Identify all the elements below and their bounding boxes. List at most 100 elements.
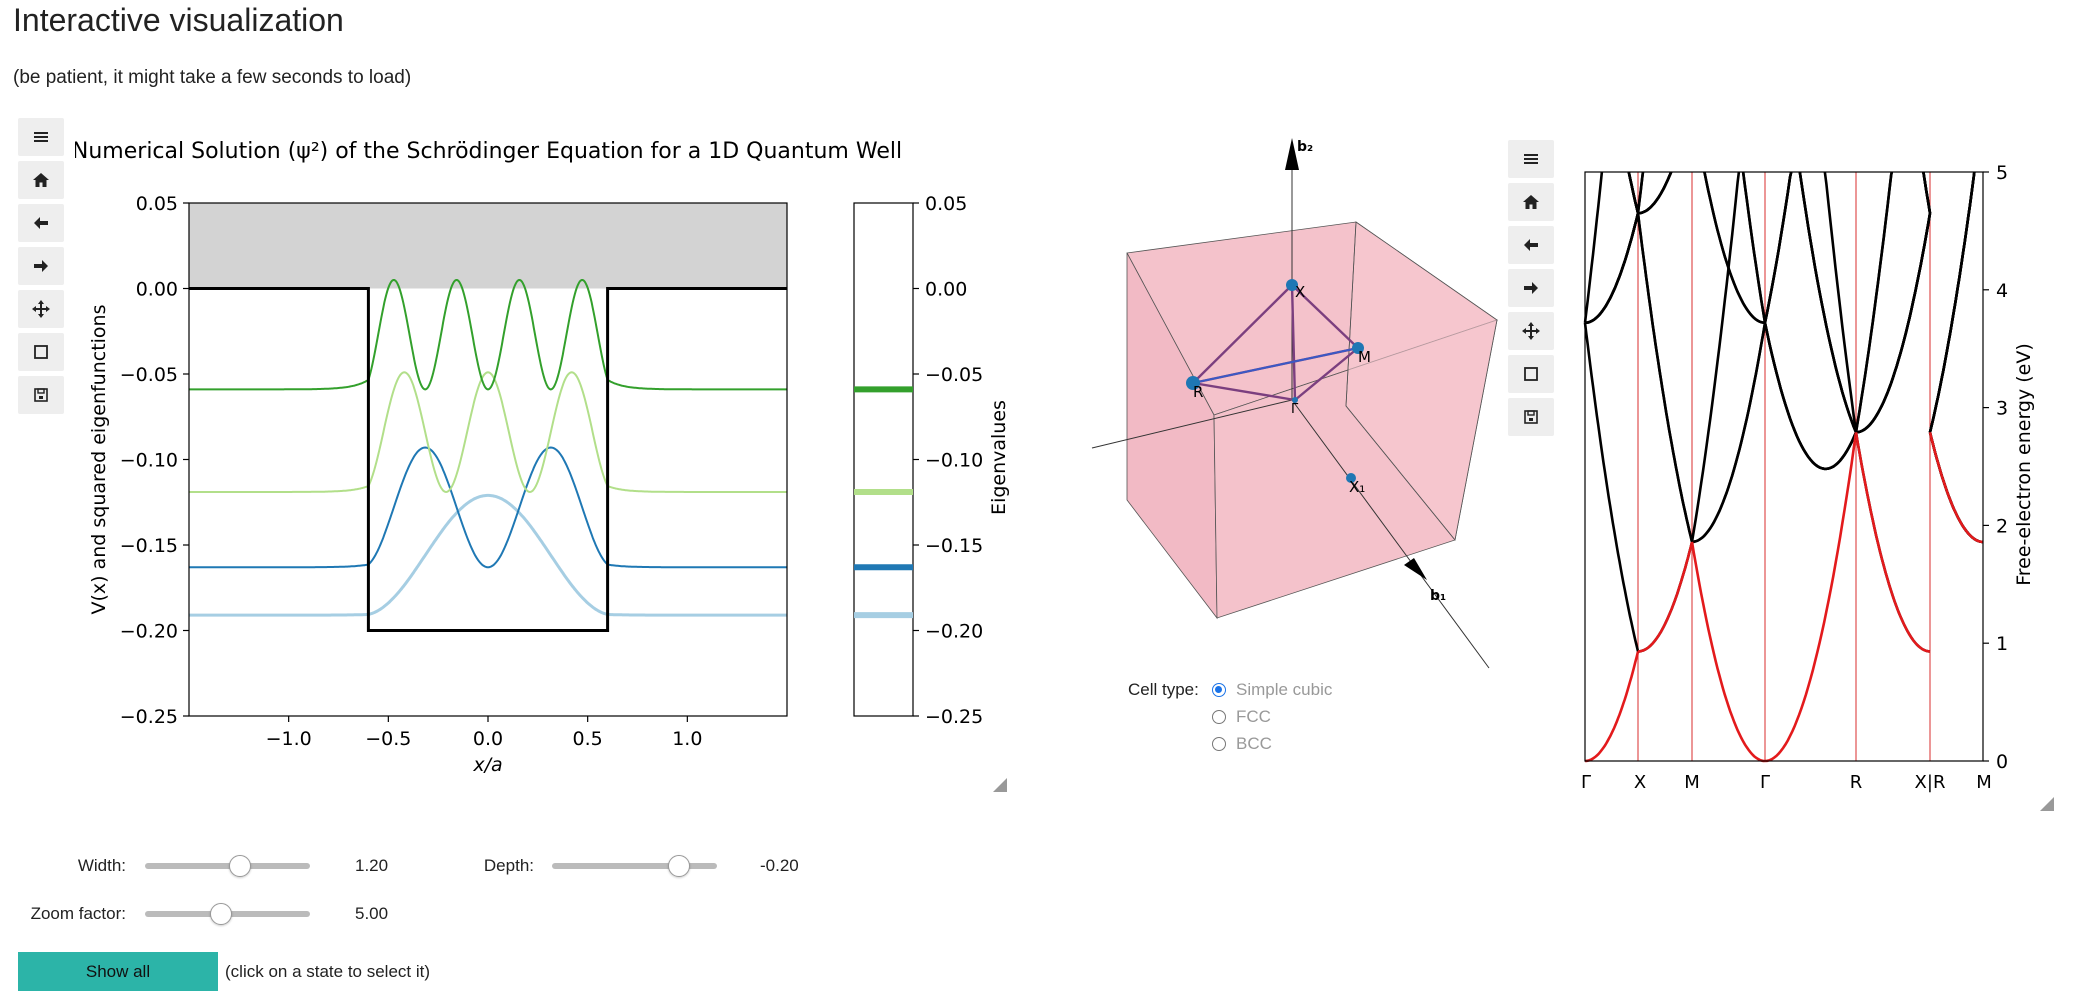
zoom-rect-button[interactable]	[18, 333, 64, 371]
zoom-rect-button[interactable]	[1508, 355, 1554, 393]
bz-point-x[interactable]	[1286, 279, 1298, 291]
k-point-label: Γ	[1581, 772, 1591, 793]
radio-dot[interactable]	[1212, 710, 1226, 724]
band-line	[1856, 165, 1932, 214]
brillouin-zone-3d[interactable]: X M R Γ X₁ b₂ b₁	[1080, 125, 1500, 685]
band-line	[1638, 541, 1694, 653]
x-tick-label: 0.5	[573, 728, 603, 750]
bz-point-gamma[interactable]	[1292, 397, 1298, 403]
eig-tick-label: −0.20	[925, 621, 983, 643]
slider-handle[interactable]	[668, 855, 690, 877]
eigenvalue-panel	[853, 202, 914, 717]
move-icon	[32, 300, 50, 318]
save-button[interactable]	[1508, 398, 1554, 436]
home-icon	[1523, 195, 1539, 209]
band-line	[1584, 212, 1640, 325]
band-line	[1855, 212, 1932, 434]
back-arrow-button[interactable]	[18, 204, 64, 242]
label-x1: X₁	[1349, 478, 1365, 496]
band-line	[1691, 322, 1767, 544]
resize-handle-right[interactable]	[2040, 797, 2054, 811]
radio-bcc[interactable]: BCC	[1212, 734, 1272, 754]
band-line	[1856, 165, 1932, 214]
band-line	[1928, 431, 1984, 544]
band-line	[1638, 165, 1692, 215]
band-line	[1636, 213, 1694, 543]
b3-axis	[1091, 399, 1293, 449]
eig-tick-label: −0.15	[925, 535, 983, 557]
y-tick-label: −0.15	[120, 535, 178, 557]
forward-arrow-button[interactable]	[1508, 269, 1554, 307]
move-icon	[1522, 322, 1540, 340]
depth-slider[interactable]	[552, 855, 717, 877]
home-button[interactable]	[1508, 183, 1554, 221]
band-line	[1638, 165, 1692, 215]
forward-arrow-icon	[1524, 282, 1538, 294]
bz-point-x1[interactable]	[1346, 473, 1356, 483]
label-b2: b₂	[1297, 139, 1313, 155]
band-structure-plot[interactable]: 0 1 2 3 4 5 Γ X M Γ R X|R M Free-electron energy (eV)	[1570, 150, 2050, 810]
band-y-tick-label: 4	[1996, 280, 2008, 302]
width-value: 1.20	[355, 856, 389, 875]
radio-fcc[interactable]: FCC	[1212, 707, 1271, 727]
k-point-label: X	[1634, 772, 1646, 793]
potential-shade	[189, 203, 787, 289]
band-y-axis-label: Free-electron energy (eV)	[2013, 343, 2035, 586]
plot-title: Numerical Solution (ψ²) of the Schröding…	[75, 139, 902, 164]
bz-point-r[interactable]	[1186, 376, 1200, 390]
x-tick-label: 0.0	[473, 728, 503, 750]
eigenfunction-2[interactable]	[189, 446, 787, 569]
back-arrow-button[interactable]	[1508, 226, 1554, 264]
save-icon	[34, 388, 48, 402]
radio-label: Simple cubic	[1236, 680, 1333, 699]
radio-label: FCC	[1236, 707, 1271, 726]
zoom-slider[interactable]	[145, 903, 310, 925]
band-line	[1856, 165, 1932, 214]
band-y-tick-label: 3	[1996, 398, 2008, 420]
forward-arrow-button[interactable]	[18, 247, 64, 285]
band-line	[1855, 212, 1932, 434]
menu-button[interactable]	[18, 118, 64, 156]
resize-handle-left[interactable]	[993, 778, 1007, 792]
band-line	[1856, 165, 1932, 214]
band-y-tick-label: 0	[1996, 751, 2008, 773]
band-line	[1763, 322, 1858, 471]
band-line	[1583, 322, 1640, 652]
eig-tick-label: −0.10	[925, 450, 983, 472]
back-arrow-icon	[1524, 239, 1538, 251]
y-tick-label: 0.05	[136, 193, 178, 215]
b2-arrow-icon	[1285, 138, 1299, 170]
eigenfunction-1[interactable]	[189, 493, 787, 617]
depth-label: Depth:	[483, 856, 534, 875]
slider-track[interactable]	[145, 863, 310, 869]
eigenfunction-4[interactable]	[189, 279, 787, 391]
move-button[interactable]	[18, 290, 64, 328]
radio-simple-cubic[interactable]: Simple cubic	[1212, 680, 1332, 700]
potential-well-line	[189, 287, 787, 632]
zoom-value: 5.00	[355, 904, 389, 923]
bz-point-m[interactable]	[1352, 342, 1364, 354]
save-icon	[1524, 410, 1538, 424]
move-button[interactable]	[1508, 312, 1554, 350]
band-line	[1636, 165, 1692, 214]
show-all-button[interactable]: Show all	[18, 952, 218, 991]
slider-handle[interactable]	[229, 855, 252, 877]
menu-icon	[34, 132, 48, 142]
home-button[interactable]	[18, 161, 64, 199]
slider-track[interactable]	[552, 863, 717, 869]
eigenfunction-3[interactable]	[189, 371, 787, 494]
menu-button[interactable]	[1508, 140, 1554, 178]
b1-axis	[1291, 399, 1490, 669]
x-axis-label: x/a	[472, 754, 502, 776]
save-button[interactable]	[18, 376, 64, 414]
radio-dot[interactable]	[1212, 737, 1226, 751]
band-line	[1691, 322, 1767, 544]
k-point-label: R	[1850, 772, 1863, 793]
quantum-well-plot[interactable]: Numerical Solution (ψ²) of the Schröding…	[75, 125, 1015, 795]
radio-dot[interactable]	[1212, 683, 1226, 697]
y-tick-label: −0.25	[120, 706, 178, 728]
band-line	[1854, 165, 1930, 433]
slider-handle[interactable]	[210, 903, 233, 925]
width-slider[interactable]	[145, 855, 310, 877]
k-point-label: X|R	[1915, 772, 1946, 793]
